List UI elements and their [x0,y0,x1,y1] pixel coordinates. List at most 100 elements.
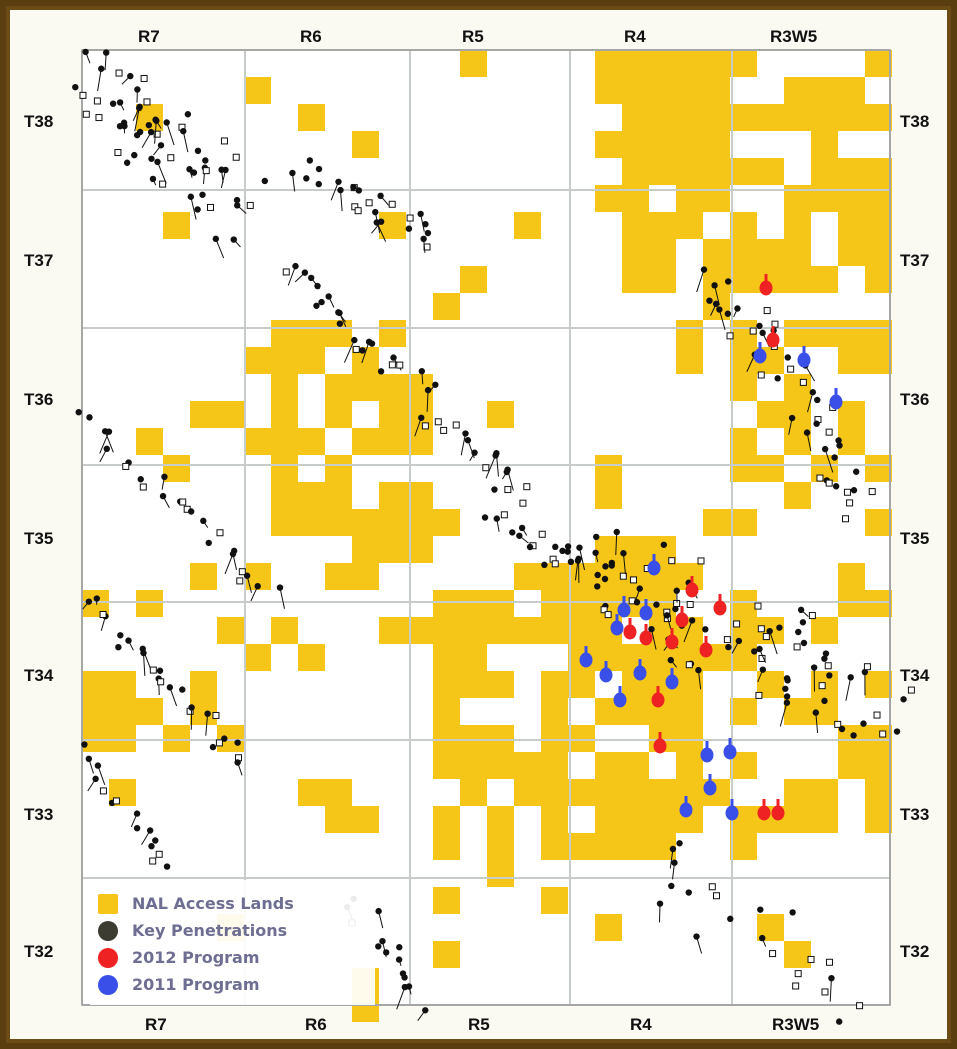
well-symbol [822,650,830,657]
well-symbol [673,587,680,603]
well-symbol [93,97,101,105]
well-symbol [835,1018,843,1025]
legend-item-access-lands: NAL Access Lands [98,890,368,917]
township-label-left-1: T38 [24,112,54,131]
well-symbol [835,437,842,447]
access-land-block [298,104,325,131]
access-land-block [568,617,595,644]
well-symbol [821,988,829,996]
well-symbol [828,974,835,1002]
well-symbol [803,429,812,452]
map-canvas[interactable] [10,10,947,1039]
access-lands-swatch-icon [98,893,118,914]
range-label-bottom-3: R5 [468,1015,490,1034]
well-symbol [140,74,148,82]
range-label-bottom-1: R7 [145,1015,167,1034]
well-symbol [594,571,601,579]
access-land-block [271,401,298,428]
well-symbol [282,268,290,276]
well-symbol [821,655,828,662]
well-symbol [375,943,382,950]
well-symbol [712,892,720,900]
access-land-block [676,698,703,725]
access-land-block [487,617,514,644]
well-symbol [359,347,366,354]
well-symbol [856,1002,864,1010]
well-symbol [863,663,871,671]
well-symbol [116,122,124,130]
well-symbol [762,633,770,641]
access-land-block [784,104,811,131]
program-2011-well [725,799,739,821]
access-land-block [757,239,784,266]
well-symbol [337,186,344,212]
access-land-block [460,779,487,806]
access-land-block [298,779,325,806]
well-symbol [395,956,403,966]
access-land-block [838,212,865,239]
access-land-block [622,77,649,104]
access-land-block [352,806,379,833]
well-symbol [166,684,178,707]
access-land-block [811,158,838,185]
well-symbol [230,236,241,248]
access-land-block [271,428,298,455]
well-symbol [716,306,726,330]
well-symbol [294,269,309,283]
well-symbol [564,543,572,550]
well-symbol [708,883,716,891]
program-2012-well [623,618,637,640]
access-land-block [595,644,622,671]
well-symbol [405,225,413,232]
access-land-block [865,779,892,806]
access-land-block [433,887,460,914]
access-land-block [487,401,514,428]
well-symbol [660,541,668,548]
access-land-block [433,752,460,779]
well-symbol [287,262,299,286]
access-land-block [811,131,838,158]
well-symbol [87,775,99,792]
access-land-block [622,50,649,77]
well-symbol [697,557,705,565]
access-land-block [433,833,460,860]
well-symbol [200,517,209,528]
well-symbol [757,906,764,913]
access-land-block [595,482,622,509]
well-symbol [504,486,512,494]
access-land-block [865,806,892,833]
well-symbol [757,666,767,683]
well-symbol [620,550,627,575]
access-land-block [676,50,703,77]
well-symbol [99,445,111,463]
well-symbol [576,544,586,571]
well-symbol [493,515,500,532]
well-symbol [109,100,117,107]
well-symbol [75,408,82,416]
well-symbol [604,611,612,619]
access-land-block [811,77,838,104]
well-symbol [365,199,373,207]
access-land-block [379,617,406,644]
access-land-block [541,833,568,860]
access-land-block [298,428,325,455]
well-symbol [868,488,876,496]
well-symbol [184,111,192,118]
legend-background [90,880,375,1005]
access-land-block [298,482,325,509]
access-land-block [730,833,757,860]
well-symbol [799,378,807,386]
access-land-block [460,752,487,779]
access-land-block [325,779,352,806]
access-land-block [784,806,811,833]
well-symbol [161,473,168,490]
well-symbol [153,130,161,138]
well-symbol [238,568,246,576]
well-symbol [148,155,155,162]
well-symbol [504,466,514,491]
well-symbol [727,915,734,923]
well-symbol [149,857,157,865]
well-symbol [821,445,834,473]
well-symbol [388,361,396,369]
well-symbol [216,529,224,537]
